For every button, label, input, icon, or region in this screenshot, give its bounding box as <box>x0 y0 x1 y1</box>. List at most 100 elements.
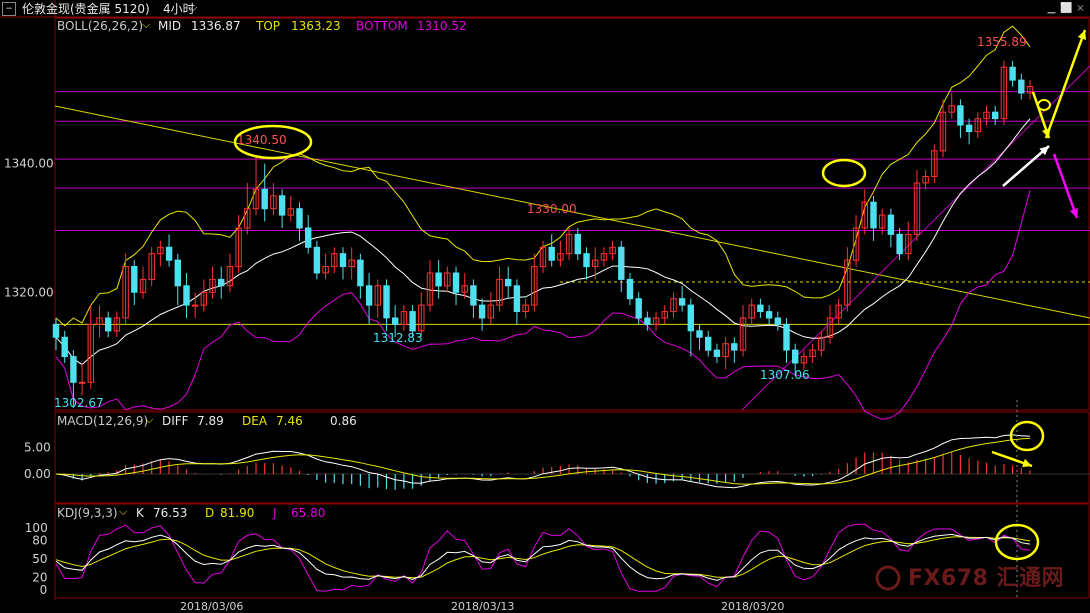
candle-body <box>331 253 338 268</box>
kdj-k-line <box>55 533 1031 581</box>
macd-arrow-head <box>1022 458 1032 468</box>
macd-indicator-name[interactable]: MACD(12,26,9) <box>57 414 149 428</box>
macd-diff-line <box>55 434 1031 489</box>
boll-bands <box>55 25 1031 420</box>
kdj-y-tick-label: 100 <box>25 521 48 535</box>
candle-body <box>513 285 521 312</box>
price-extreme-label: 1312.83 <box>373 331 423 345</box>
candle-body <box>487 304 495 319</box>
candle-body <box>948 105 955 113</box>
highlight-ellipse <box>821 158 867 188</box>
macd-dea-line <box>55 437 1031 485</box>
candle-body <box>809 349 816 358</box>
candle-body <box>774 317 781 325</box>
candle-body <box>1026 86 1034 94</box>
candle-body <box>409 311 416 332</box>
candle-body <box>652 317 660 325</box>
candle-body <box>626 278 634 300</box>
candle-body <box>939 111 947 152</box>
candle-body <box>852 227 860 261</box>
kdj-j-value: 65.80 <box>291 506 326 520</box>
minimize-icon[interactable]: ▁ <box>1047 3 1056 14</box>
kdj-d-line <box>55 536 1031 579</box>
candle-body <box>696 330 703 338</box>
candle-body <box>461 285 468 293</box>
kdj-k-value: 76.53 <box>153 506 188 520</box>
candle-body <box>713 349 721 358</box>
annotations: 1340.50 1330.00 1355.89 1312.83 1307.06 1302.… <box>54 29 1087 561</box>
candle-body <box>305 227 312 248</box>
kdj-j-label: J <box>273 506 277 520</box>
candle-body <box>896 233 903 255</box>
candle-body <box>339 253 347 268</box>
candle-body <box>87 323 94 383</box>
macd-dropdown-icon[interactable]: ⌵ <box>145 413 154 426</box>
candle-body <box>565 233 573 255</box>
candle-body <box>244 208 251 229</box>
white-arrow-head <box>1039 146 1049 156</box>
y-tick-label: 1340.00 <box>4 157 54 171</box>
candle-body <box>983 111 990 120</box>
candle-body <box>96 317 103 325</box>
candle-body <box>826 317 834 338</box>
down-arrow-head <box>1041 128 1051 138</box>
candle-body <box>992 111 999 120</box>
candle-body <box>765 311 773 319</box>
candle-body <box>148 253 155 280</box>
candle-body <box>792 349 799 364</box>
candle-body <box>435 272 442 287</box>
candle-body <box>122 266 129 319</box>
kdj-y-tick-label: 20 <box>32 571 47 585</box>
candle-body <box>687 304 694 332</box>
macd-diff-label: DIFF <box>162 414 189 428</box>
bearish-arrow <box>1052 153 1079 219</box>
candle-body <box>1000 66 1008 120</box>
price-extreme-label: 1355.89 <box>977 35 1027 49</box>
candle-body <box>174 259 182 287</box>
candle-body <box>644 317 651 325</box>
candle-body <box>1009 66 1016 81</box>
candle-body <box>635 298 642 319</box>
instrument-title[interactable]: 伦敦金现(贵金属 5120) <box>22 2 150 16</box>
candle-body <box>844 259 851 306</box>
kdj-j-line <box>55 523 1031 592</box>
candle-body <box>61 336 68 358</box>
restore-icon[interactable]: ⬜ <box>1060 3 1073 14</box>
candle-body <box>348 259 355 268</box>
candle-body <box>52 323 60 338</box>
candle-body <box>557 253 564 261</box>
kdj-d-label: D <box>205 506 215 520</box>
kdj-d-value: 81.90 <box>220 506 255 520</box>
kdj-y-tick-label: 80 <box>32 533 47 547</box>
kdj-dropdown-icon[interactable]: ⌵ <box>119 505 128 518</box>
candle-body <box>139 278 147 293</box>
watermark-logo-icon <box>875 565 901 591</box>
candle-body <box>322 266 329 274</box>
close-chart-icon[interactable]: − <box>2 2 16 16</box>
x-tick-label: 2018/03/20 <box>721 600 784 613</box>
close-icon[interactable]: × <box>1076 3 1085 14</box>
candle-body <box>835 304 842 319</box>
candle-body <box>261 188 268 210</box>
period-dropdown-icon[interactable]: ⌵ <box>189 1 198 14</box>
period-selector[interactable]: 4小时 <box>163 2 195 16</box>
candle-body <box>105 317 112 332</box>
boll-top-line <box>55 25 1031 327</box>
candle-body <box>887 214 895 235</box>
candle-body <box>583 253 590 268</box>
x-tick-label: 2018/03/13 <box>451 600 514 613</box>
kdj-y-tick-label: 50 <box>32 552 47 566</box>
boll-dropdown-icon[interactable]: ⌵ <box>142 18 151 31</box>
candle-body <box>357 259 364 287</box>
candle-body <box>522 304 529 313</box>
candle-body <box>722 343 729 358</box>
candle-body <box>313 246 321 274</box>
candle-body <box>226 266 234 287</box>
candle-body <box>600 253 608 261</box>
macd-dea-value: 7.46 <box>276 414 303 428</box>
boll-mid-label: MID <box>158 19 182 33</box>
boll-indicator-name[interactable]: BOLL(26,26,2) <box>57 19 144 33</box>
kdj-indicator-name[interactable]: KDJ(9,3,3) <box>57 506 118 520</box>
